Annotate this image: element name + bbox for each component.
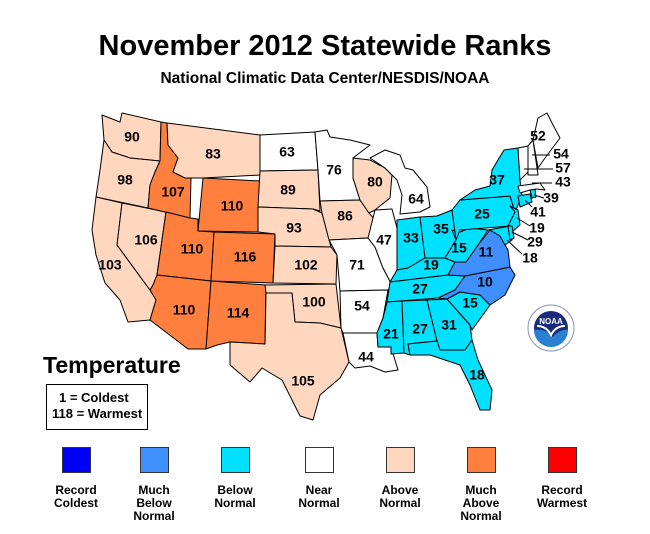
rank-SC: 15 [462, 295, 478, 311]
rank-IN: 33 [403, 230, 419, 246]
rank-WA: 90 [124, 129, 140, 145]
swatch-above-normal [385, 447, 415, 473]
rank-TN: 27 [412, 281, 428, 297]
rank-TX: 105 [291, 373, 315, 389]
rank-ND: 63 [279, 144, 295, 160]
rank-MO: 71 [349, 257, 365, 273]
leader-line-de [511, 231, 529, 241]
rank-DE: 29 [527, 234, 543, 250]
rank-FL: 18 [469, 367, 485, 383]
rank-AL: 27 [412, 321, 428, 337]
color-legend: Record Coldest Much Below Normal Below Norma… [0, 447, 650, 527]
rank-MS: 21 [383, 326, 399, 342]
rank-IL: 47 [376, 232, 392, 248]
legend-much-below-normal: Much Below Normal [114, 447, 194, 523]
rank-MN: 76 [326, 162, 342, 178]
rank-VA: 11 [479, 244, 494, 260]
leader-line-ct [524, 199, 533, 208]
legend-record-coldest: Record Coldest [36, 447, 116, 510]
state-VT [517, 145, 529, 181]
swatch-record-coldest [61, 447, 91, 473]
rank-WV: 15 [451, 240, 467, 256]
swatch-below-normal [220, 447, 250, 473]
rank-NM: 114 [227, 305, 250, 321]
state-SD [257, 169, 321, 212]
legend-title: Temperature [43, 352, 181, 378]
rank-CO: 116 [234, 249, 257, 265]
svg-text:NOAA: NOAA [539, 317, 563, 326]
state-NH [527, 139, 539, 176]
legend-record-warmest: Record Warmest [522, 447, 602, 510]
rank-NY: 37 [489, 172, 505, 188]
rank-OR: 98 [117, 172, 133, 188]
legend-near-normal: Near Normal [279, 447, 359, 510]
rank-IA: 86 [337, 208, 353, 224]
state-FL [407, 339, 493, 411]
rank-AR: 54 [354, 298, 370, 314]
legend-below-normal: Below Normal [195, 447, 275, 510]
rank-PA: 25 [474, 206, 490, 222]
rank-NC: 10 [477, 274, 493, 290]
state-TX [229, 292, 350, 421]
rank-ID: 107 [161, 184, 185, 200]
rank-LA: 44 [358, 349, 374, 365]
rank-KS: 102 [294, 257, 318, 273]
rank-UT: 110 [181, 241, 204, 257]
swatch-near-normal [304, 447, 334, 473]
rank-CT: 41 [530, 204, 546, 220]
rank-NE: 93 [286, 220, 302, 236]
swatch-much-below-normal [139, 447, 169, 473]
state-KS [272, 245, 338, 285]
rank-OH: 35 [433, 221, 449, 237]
state-NC [437, 266, 516, 306]
rank-KY: 19 [423, 257, 439, 273]
leader-line-nj [516, 217, 531, 227]
rank-CA: 103 [98, 257, 122, 273]
rank-WY: 110 [221, 198, 244, 214]
rank-MA: 43 [555, 174, 571, 190]
state-DE [507, 225, 515, 241]
state-WI [352, 157, 393, 214]
legend-above-normal: Above Normal [360, 447, 440, 510]
rank-scale-key: 1 = Coldest 118 = Warmest [46, 384, 148, 430]
legend-much-above-normal: Much Above Normal [441, 447, 521, 523]
state-ME [532, 112, 561, 169]
rank-RI: 39 [543, 190, 559, 206]
rank-GA: 31 [441, 317, 457, 333]
rank-VT: 57 [555, 160, 571, 176]
noaa-logo-icon: NOAA [527, 304, 575, 352]
leader-line-ri [533, 194, 545, 199]
rank-MI: 64 [408, 191, 424, 207]
rank-WI: 80 [367, 174, 383, 190]
rank-NV: 106 [134, 232, 158, 248]
leader-line-md [506, 239, 523, 255]
swatch-much-above-normal [466, 447, 496, 473]
rank-NJ: 19 [529, 220, 545, 236]
rank-MD: 18 [522, 250, 538, 266]
state-MI [369, 149, 431, 215]
map-title: November 2012 Statewide Ranks [98, 30, 552, 62]
rank-MT: 83 [205, 146, 221, 162]
key-warmest: 118 = Warmest [52, 406, 143, 421]
key-coldest: 1 = Coldest [59, 390, 129, 405]
rank-OK: 100 [302, 294, 326, 310]
map-subtitle: National Climatic Data Center/NESDIS/NOA… [160, 70, 490, 87]
swatch-record-warmest [547, 447, 577, 473]
rank-NH: 54 [553, 146, 569, 162]
rank-SD: 89 [280, 182, 296, 198]
rank-AZ: 110 [173, 302, 196, 318]
rank-ME: 52 [530, 128, 546, 144]
